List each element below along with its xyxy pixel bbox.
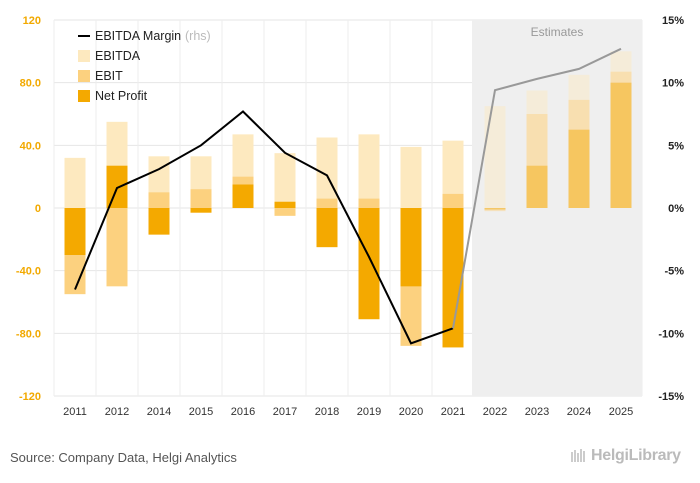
bar-net-profit [358,208,380,320]
bar-ebit [442,193,464,208]
bar-ebitda [568,74,590,208]
y-right-tick-label: 15% [662,15,684,27]
y-left-tick-label: 120 [23,15,41,27]
x-tick-label: 2014 [147,406,171,418]
bar-net-profit [568,129,590,208]
x-tick-label: 2016 [231,406,255,418]
bar-net-profit [610,82,632,208]
x-tick-label: 2022 [483,406,507,418]
y-right-tick-label: -5% [664,266,684,278]
y-right-tick-label: -15% [658,391,684,403]
y-left-tick-label: -80.0 [16,328,41,340]
bar-ebitda [358,134,380,208]
bar-ebit [568,99,590,208]
bar-ebitda [64,157,86,208]
legend-note-rhs: (rhs) [185,29,211,43]
y-right-tick-label: 0% [668,203,684,215]
bar-ebit [526,114,548,208]
legend-swatch-ebitda [78,50,90,62]
bar-ebitda [610,51,632,209]
helgi-library-logo: HelgiLibrary [570,447,681,465]
legend-swatch-ebit [78,70,90,82]
bar-ebitda [526,90,548,208]
x-tick-label: 2011 [63,406,87,418]
x-tick-label: 2020 [399,406,423,418]
legend-swatch-net-profit [78,90,90,102]
legend-label-ebitda-margin: EBITDA Margin [95,29,181,43]
bar-net-profit [190,208,212,213]
bar-net-profit [526,165,548,208]
bar-net-profit [64,208,86,255]
y-right-tick-label: 5% [668,140,684,152]
y-right-tick-label: -10% [658,328,684,340]
bar-ebitda [442,140,464,208]
y-left-tick-label: 40.0 [20,140,41,152]
legend-label-ebitda: EBITDA [95,49,141,63]
estimates-label: Estimates [531,25,584,39]
bar-ebit [484,208,506,212]
x-tick-label: 2024 [567,406,591,418]
line-ebitda-margin [74,110,454,345]
bar-ebit [274,208,296,216]
x-tick-label: 2025 [609,406,633,418]
bar-ebit [148,192,170,208]
estimates-band [472,20,642,396]
y-left-tick-label: -120 [19,391,41,403]
bar-ebit [358,198,380,208]
bar-ebitda [274,153,296,208]
x-tick-label: 2015 [189,406,213,418]
bar-ebit [106,208,128,287]
bar-net-profit [106,165,128,208]
bar-net-profit [274,201,296,208]
bar-ebit [190,189,212,208]
bar-net-profit [442,208,464,348]
library-icon [571,449,585,462]
bar-net-profit [316,208,338,248]
legend-label-net-profit: Net Profit [95,89,148,103]
bar-net-profit [484,208,506,210]
y-left-tick-label: 0 [35,203,41,215]
legend-label-ebit: EBIT [95,69,123,83]
bar-ebit [316,198,338,208]
y-left-tick-label: 80.0 [20,78,41,90]
x-tick-label: 2018 [315,406,339,418]
bar-net-profit [148,208,170,235]
bar-ebitda [484,106,506,208]
bar-ebitda [400,146,422,208]
y-left-tick-label: -40.0 [16,266,41,278]
y-right-tick-label: 10% [662,78,684,90]
x-tick-label: 2021 [441,406,465,418]
bar-net-profit [400,208,422,287]
line-ebitda-margin-estimate [452,47,622,329]
x-tick-label: 2019 [357,406,381,418]
source-note: Source: Company Data, Helgi Analytics [10,450,237,465]
x-tick-label: 2012 [105,406,129,418]
x-tick-label: 2017 [273,406,297,418]
bar-ebitda [316,137,338,208]
x-tick-label: 2023 [525,406,549,418]
bar-ebit [610,71,632,208]
bar-net-profit [232,184,254,208]
